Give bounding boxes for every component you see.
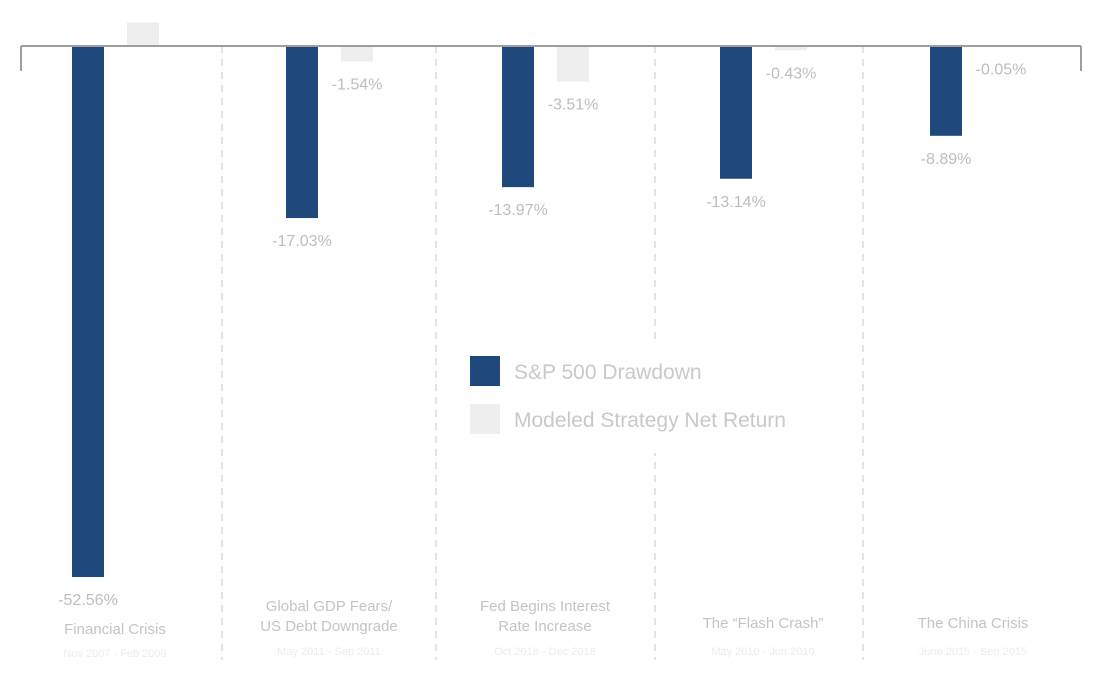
category-label: Financial Crisis <box>64 621 166 638</box>
legend-background <box>455 343 820 453</box>
category-label: Rate Increase <box>498 618 591 635</box>
strategy-return-bar <box>775 46 807 51</box>
strategy-value-label: -0.05% <box>976 62 1027 79</box>
strategy-value-label: -1.54% <box>332 77 383 94</box>
strategy-return-bar <box>127 22 159 46</box>
strategy-return-bar <box>557 46 589 82</box>
legend: S&P 500 Drawdown Modeled Strategy Net Ret… <box>455 343 820 453</box>
sp500-value-label: -17.03% <box>272 233 332 250</box>
category-label: Fed Begins Interest <box>480 598 611 615</box>
strategy-return-bar <box>341 46 373 62</box>
sp500-drawdown-bar <box>502 46 534 188</box>
sp500-value-label: -52.56% <box>58 592 118 609</box>
category-date-range: May 2011 - Sep 2011 <box>277 646 381 658</box>
strategy-value-label: -3.51% <box>548 96 599 113</box>
sp500-drawdown-bar <box>930 46 962 136</box>
sp500-value-label: -13.14% <box>706 194 766 211</box>
legend-label-strategy: Modeled Strategy Net Return <box>514 409 786 432</box>
legend-swatch-sp500 <box>470 356 500 386</box>
sp500-drawdown-bar <box>286 46 318 219</box>
category-label: The China Crisis <box>918 615 1029 632</box>
sp500-drawdown-bar <box>720 46 752 179</box>
category-label: Global GDP Fears/ <box>266 598 393 615</box>
category-date-range: May 2010 - Jun 2010 <box>711 646 814 658</box>
category-date-range: Nov 2007 - Feb 2009 <box>63 648 166 660</box>
strategy-value-label: -0.43% <box>766 65 817 82</box>
category-label: The “Flash Crash” <box>703 615 824 632</box>
sp500-value-label: -8.89% <box>921 151 972 168</box>
category-date-range: June 2015 - Sep 2015 <box>919 646 1027 658</box>
legend-label-sp500: S&P 500 Drawdown <box>514 361 702 384</box>
sp500-drawdown-bar <box>72 46 104 577</box>
category-date-range: Oct 2018 - Dec 2018 <box>494 646 596 658</box>
legend-swatch-strategy <box>470 404 500 434</box>
category-label: US Debt Downgrade <box>260 618 398 635</box>
sp500-value-label: -13.97% <box>488 202 548 219</box>
